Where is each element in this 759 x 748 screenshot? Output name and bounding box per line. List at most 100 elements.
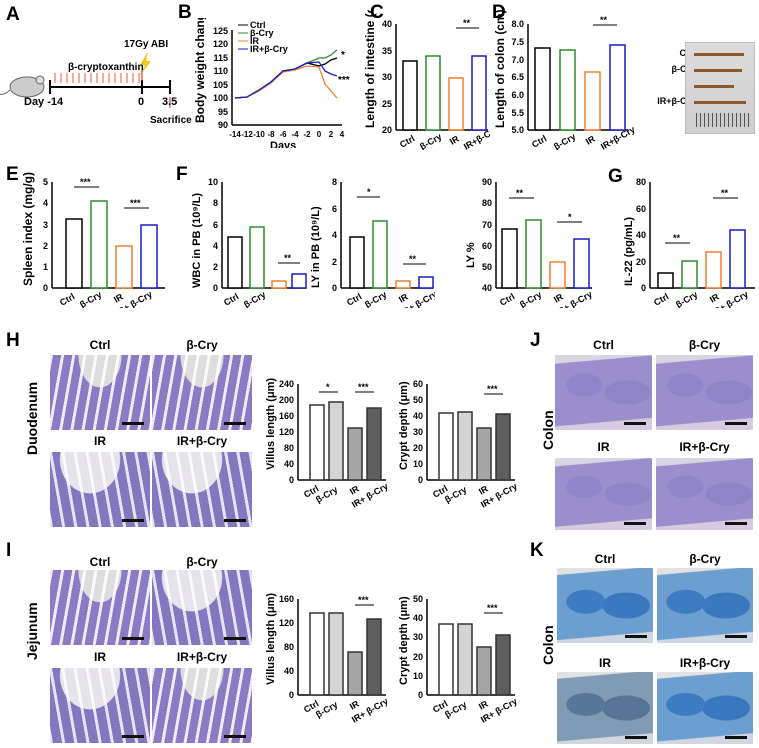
legend: Ctrl β-Cry IR IR+β-Cry: [238, 20, 288, 54]
svg-text:10: 10: [413, 671, 423, 681]
svg-text:Villus length (μm): Villus length (μm): [265, 378, 277, 470]
svg-text:***: ***: [487, 384, 498, 394]
svg-text:β-Cry: β-Cry: [518, 289, 543, 308]
image-label: Ctrl: [89, 555, 111, 569]
svg-text:60: 60: [482, 241, 492, 251]
svg-text:IL-22 (pg/mL): IL-22 (pg/mL): [623, 217, 635, 286]
svg-text:2: 2: [332, 257, 337, 267]
chart-b-body-weight: Body weight change (%) 90 95 100 105 110…: [193, 18, 350, 148]
svg-text:40: 40: [284, 459, 294, 469]
svg-text:β-Cry: β-Cry: [363, 289, 388, 308]
image-label: IR+β-Cry: [176, 650, 228, 664]
scale-bar: [624, 522, 646, 525]
svg-text:***: ***: [358, 382, 369, 392]
svg-text:6.0: 6.0: [511, 90, 524, 100]
svg-text:**: **: [409, 254, 417, 264]
svg-text:IR: IR: [448, 133, 461, 146]
svg-text:90: 90: [218, 120, 228, 130]
svg-text:5.0: 5.0: [511, 125, 524, 135]
svg-text:β-Cry: β-Cry: [250, 28, 274, 38]
scale-bar: [725, 422, 747, 425]
svg-text:7.5: 7.5: [511, 37, 524, 47]
histology-image: [50, 355, 150, 430]
svg-text:Ctrl: Ctrl: [398, 133, 416, 149]
svg-text:β-Cry: β-Cry: [418, 131, 443, 150]
scale-bar: [122, 519, 144, 522]
histology-image: [152, 452, 252, 527]
svg-text:2: 2: [213, 262, 218, 272]
image-label: β-Cry: [186, 338, 218, 352]
svg-text:-2: -2: [303, 130, 311, 139]
svg-text:30: 30: [382, 72, 392, 82]
panel-label-f: F: [176, 164, 188, 185]
svg-text:2: 2: [43, 241, 48, 251]
svg-text:80: 80: [284, 443, 294, 453]
image-label: IR+β-Cry: [679, 656, 731, 670]
svg-text:30: 30: [413, 427, 423, 437]
alcian-blue-image: [557, 672, 653, 744]
svg-text:β-Cry: β-Cry: [552, 131, 577, 150]
svg-text:95: 95: [218, 107, 228, 117]
svg-text:5: 5: [43, 177, 48, 187]
svg-text:4: 4: [332, 230, 337, 240]
svg-text:125: 125: [213, 26, 228, 36]
svg-text:0: 0: [138, 96, 144, 108]
svg-text:-8: -8: [267, 130, 275, 139]
svg-text:40: 40: [636, 230, 646, 240]
svg-text:0: 0: [641, 283, 646, 293]
svg-text:3.5: 3.5: [162, 96, 177, 108]
image-label: IR: [597, 440, 610, 454]
svg-text:LY in PB (10⁹/L): LY in PB (10⁹/L): [310, 206, 322, 288]
svg-text:Length of colon (cm): Length of colon (cm): [493, 10, 507, 128]
svg-text:β-Cry: β-Cry: [78, 289, 103, 308]
svg-text:Spleen index (mg/g): Spleen index (mg/g): [21, 172, 35, 286]
svg-text:80: 80: [636, 177, 646, 187]
svg-text:0: 0: [317, 130, 322, 139]
svg-text:5.5: 5.5: [511, 108, 524, 118]
svg-text:8: 8: [213, 198, 218, 208]
image-label: IR+β-Cry: [679, 440, 730, 454]
panel-label-d: D: [492, 2, 506, 23]
svg-text:Crypt depth (μm): Crypt depth (μm): [398, 596, 410, 685]
svg-text:0: 0: [332, 283, 337, 293]
svg-text:-6: -6: [279, 130, 287, 139]
svg-text:115: 115: [213, 53, 228, 63]
image-label: IR+β-Cry: [176, 434, 228, 448]
scale-bar: [725, 635, 747, 638]
chart-h-villus: Villus length (μm) 0 40 80 120 160 200 240 * *…: [265, 378, 387, 510]
svg-text:***: ***: [80, 177, 91, 187]
panel-label-a: A: [6, 4, 20, 25]
svg-text:LY %: LY %: [465, 242, 477, 268]
tissue-label-duodenum: Duodenum: [24, 381, 40, 455]
svg-text:***: ***: [130, 198, 141, 208]
svg-text:120: 120: [213, 39, 228, 49]
svg-text:β-cryptoxanthin: β-cryptoxanthin: [68, 62, 144, 73]
scale-bar: [224, 637, 246, 640]
svg-text:50: 50: [413, 395, 423, 405]
svg-text:35: 35: [382, 46, 392, 56]
svg-text:Length of intestine (cm): Length of intestine (cm): [363, 10, 377, 128]
svg-text:*: *: [341, 50, 345, 61]
svg-text:25: 25: [382, 99, 392, 109]
svg-text:*: *: [367, 187, 371, 197]
histology-image: [656, 355, 753, 430]
scale-bar: [224, 519, 246, 522]
image-label: Ctrl: [89, 338, 111, 352]
svg-text:Ctrl: Ctrl: [530, 133, 548, 149]
panel-label-k: K: [530, 540, 544, 561]
svg-text:Ctrl: Ctrl: [58, 291, 76, 307]
svg-text:40: 40: [413, 411, 423, 421]
svg-text:**: **: [721, 188, 729, 198]
chart-c-intestine-length: Length of intestine (cm) 20 25 30 35 40 ** C…: [363, 10, 490, 150]
image-label: β-Cry: [689, 552, 721, 566]
svg-text:Crypt depth (μm): Crypt depth (μm): [398, 381, 410, 470]
svg-text:Body weight change (%): Body weight change (%): [193, 18, 207, 123]
svg-text:**: **: [284, 253, 292, 263]
panel-label-b: B: [178, 2, 192, 23]
svg-text:0: 0: [289, 475, 294, 485]
image-label: β-Cry: [186, 555, 218, 569]
svg-text:105: 105: [213, 80, 228, 90]
svg-text:50: 50: [482, 262, 492, 272]
histology-image: [50, 668, 150, 743]
